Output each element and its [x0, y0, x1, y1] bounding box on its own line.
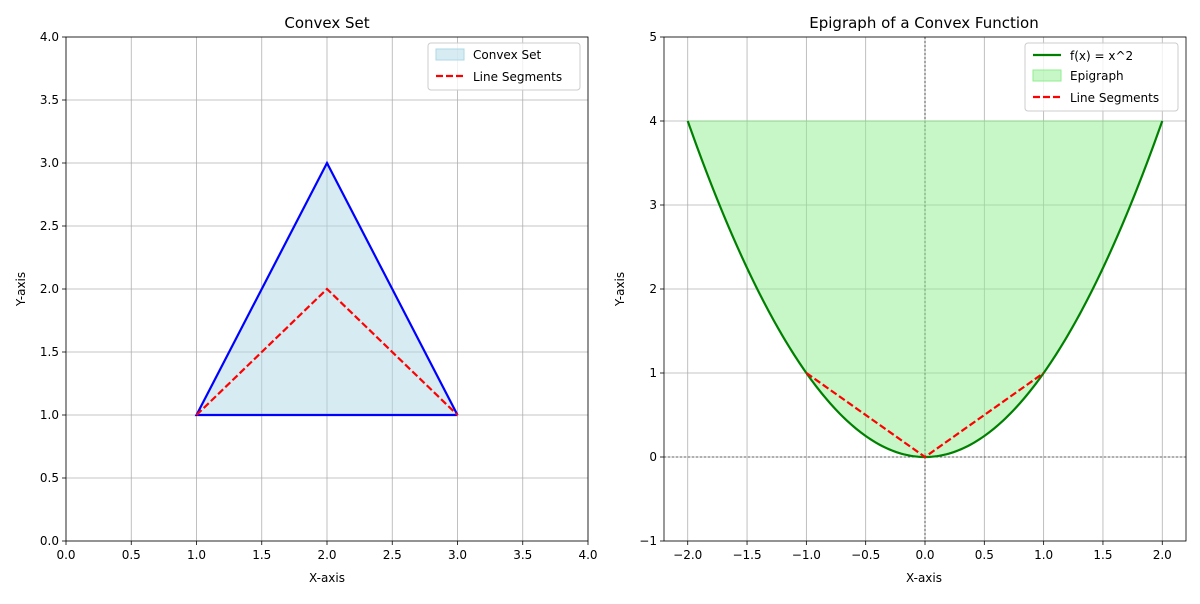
y-tick-label: 2.0 — [40, 282, 59, 296]
ticks: −2.0 −1.5 −1.0 −0.5 0.0 0.5 1.0 1.5 2.0 −1 0 1 2 3 4 5 — [639, 30, 1172, 562]
legend-box — [427, 42, 581, 91]
y-tick-label: −1 — [639, 534, 657, 548]
x-tick-label: 1.5 — [1093, 548, 1112, 562]
legend: Convex Set Line Segments — [427, 42, 581, 91]
legend-label-line-segments: Line Segments — [1070, 91, 1159, 105]
legend-swatch-convex-set — [435, 48, 465, 61]
y-tick-label: 0.5 — [40, 471, 59, 485]
x-axis-label: X-axis — [309, 571, 345, 585]
x-tick-label: 3.5 — [513, 548, 532, 562]
y-tick-label: 3.5 — [40, 93, 59, 107]
x-tick-label: 2.0 — [1153, 548, 1172, 562]
y-tick-label: 5 — [649, 30, 657, 44]
line-segments — [805, 372, 1045, 459]
convex-set-boundary — [194, 160, 459, 417]
x-tick-label: −1.0 — [792, 548, 821, 562]
legend-swatch-epigraph — [1032, 69, 1062, 82]
y-tick-label: 2 — [649, 282, 657, 296]
x-tick-label: 3.0 — [448, 548, 467, 562]
y-tick-label: 1.5 — [40, 345, 59, 359]
y-axis-label: Y-axis — [613, 272, 627, 307]
x-tick-label: 0.5 — [975, 548, 994, 562]
epigraph-fill — [687, 121, 1163, 457]
y-axis-label: Y-axis — [14, 272, 28, 307]
y-tick-label: 2.5 — [40, 219, 59, 233]
x-tick-label: 1.5 — [252, 548, 271, 562]
chart-title: Epigraph of a Convex Function — [809, 14, 1038, 32]
legend-box — [1024, 42, 1179, 112]
ticks: 0.0 0.5 1.0 1.5 2.0 2.5 3.0 3.5 4.0 0.0 0.5 1.0 1.5 2… — [40, 30, 598, 562]
y-tick-label: 3.0 — [40, 156, 59, 170]
convex-set-panel: Convex Set 0.0 0.5 1.0 1.5 2.0 2.5 3.0 3.5 4.00.… — [14, 14, 598, 585]
x-tick-label: 2.0 — [317, 548, 336, 562]
plot-area — [194, 160, 459, 417]
legend-label-epigraph: Epigraph — [1070, 69, 1124, 83]
y-tick-label: 1 — [649, 366, 657, 380]
x-tick-label: 0.0 — [915, 548, 934, 562]
legend-label-line-segments: Line Segments — [473, 70, 562, 84]
legend-label-fx: f(x) = x^2 — [1070, 49, 1133, 63]
chart-title: Convex Set — [284, 14, 369, 32]
plot-area — [664, 37, 1186, 541]
x-tick-label: 1.0 — [187, 548, 206, 562]
y-tick-label: 0.0 — [40, 534, 59, 548]
x-tick-label: 1.0 — [1034, 548, 1053, 562]
x-tick-label: −2.0 — [673, 548, 702, 562]
x-tick-label: −1.5 — [732, 548, 761, 562]
x-tick-label: 2.5 — [383, 548, 402, 562]
y-tick-label: 4 — [649, 114, 657, 128]
x-axis-label: X-axis — [906, 571, 942, 585]
x-tick-label: 0.5 — [122, 548, 141, 562]
legend: f(x) = x^2 Epigraph Line Segments — [1024, 42, 1179, 112]
y-tick-label: 1.0 — [40, 408, 59, 422]
y-tick-label: 3 — [649, 198, 657, 212]
legend-label-convex-set: Convex Set — [473, 48, 542, 62]
x-tick-label: 4.0 — [578, 548, 597, 562]
x-tick-label: −0.5 — [851, 548, 880, 562]
y-tick-label: 0 — [649, 450, 657, 464]
epigraph-panel: Epigraph of a Convex Function −2.0 −1.5 −1… — [613, 14, 1187, 585]
line-segments — [195, 287, 459, 416]
x-tick-label: 0.0 — [56, 548, 75, 562]
y-tick-label: 4.0 — [40, 30, 59, 44]
